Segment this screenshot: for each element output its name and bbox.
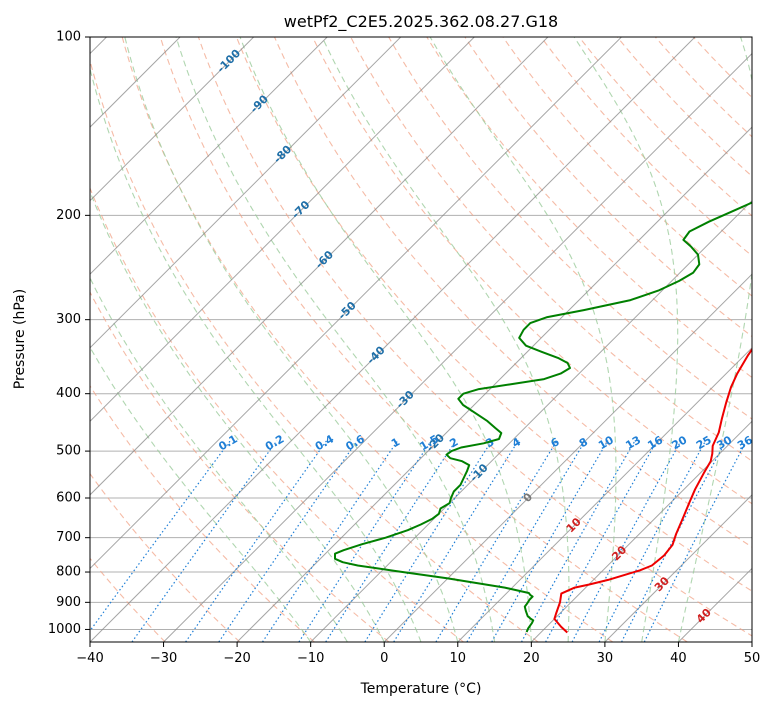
y-tick-label: 700 [56,530,81,545]
x-axis-label: Temperature (°C) [360,681,482,697]
y-tick-label: 100 [56,30,81,45]
y-tick-label: 900 [56,595,81,610]
x-tick-label: 0 [380,651,388,666]
y-tick-label: 500 [56,444,81,459]
x-tick-label: 40 [670,651,687,666]
y-tick-label: 200 [56,208,81,223]
y-tick-label: 800 [56,565,81,580]
y-tick-label: 600 [56,491,81,506]
y-tick-label: 1000 [48,622,81,637]
y-tick-label: 300 [56,312,81,327]
x-tick-label: 10 [450,651,467,666]
x-tick-label: −30 [150,651,177,666]
x-tick-label: 30 [597,651,614,666]
x-tick-label: 20 [523,651,540,666]
chart-title: wetPf2_C2E5.2025.362.08.27.G18 [284,12,558,32]
x-tick-label: 50 [744,651,761,666]
y-axis-label: Pressure (hPa) [12,289,28,389]
x-tick-label: −20 [223,651,250,666]
x-tick-label: −10 [297,651,324,666]
y-tick-label: 400 [56,386,81,401]
x-tick-label: −40 [76,651,103,666]
